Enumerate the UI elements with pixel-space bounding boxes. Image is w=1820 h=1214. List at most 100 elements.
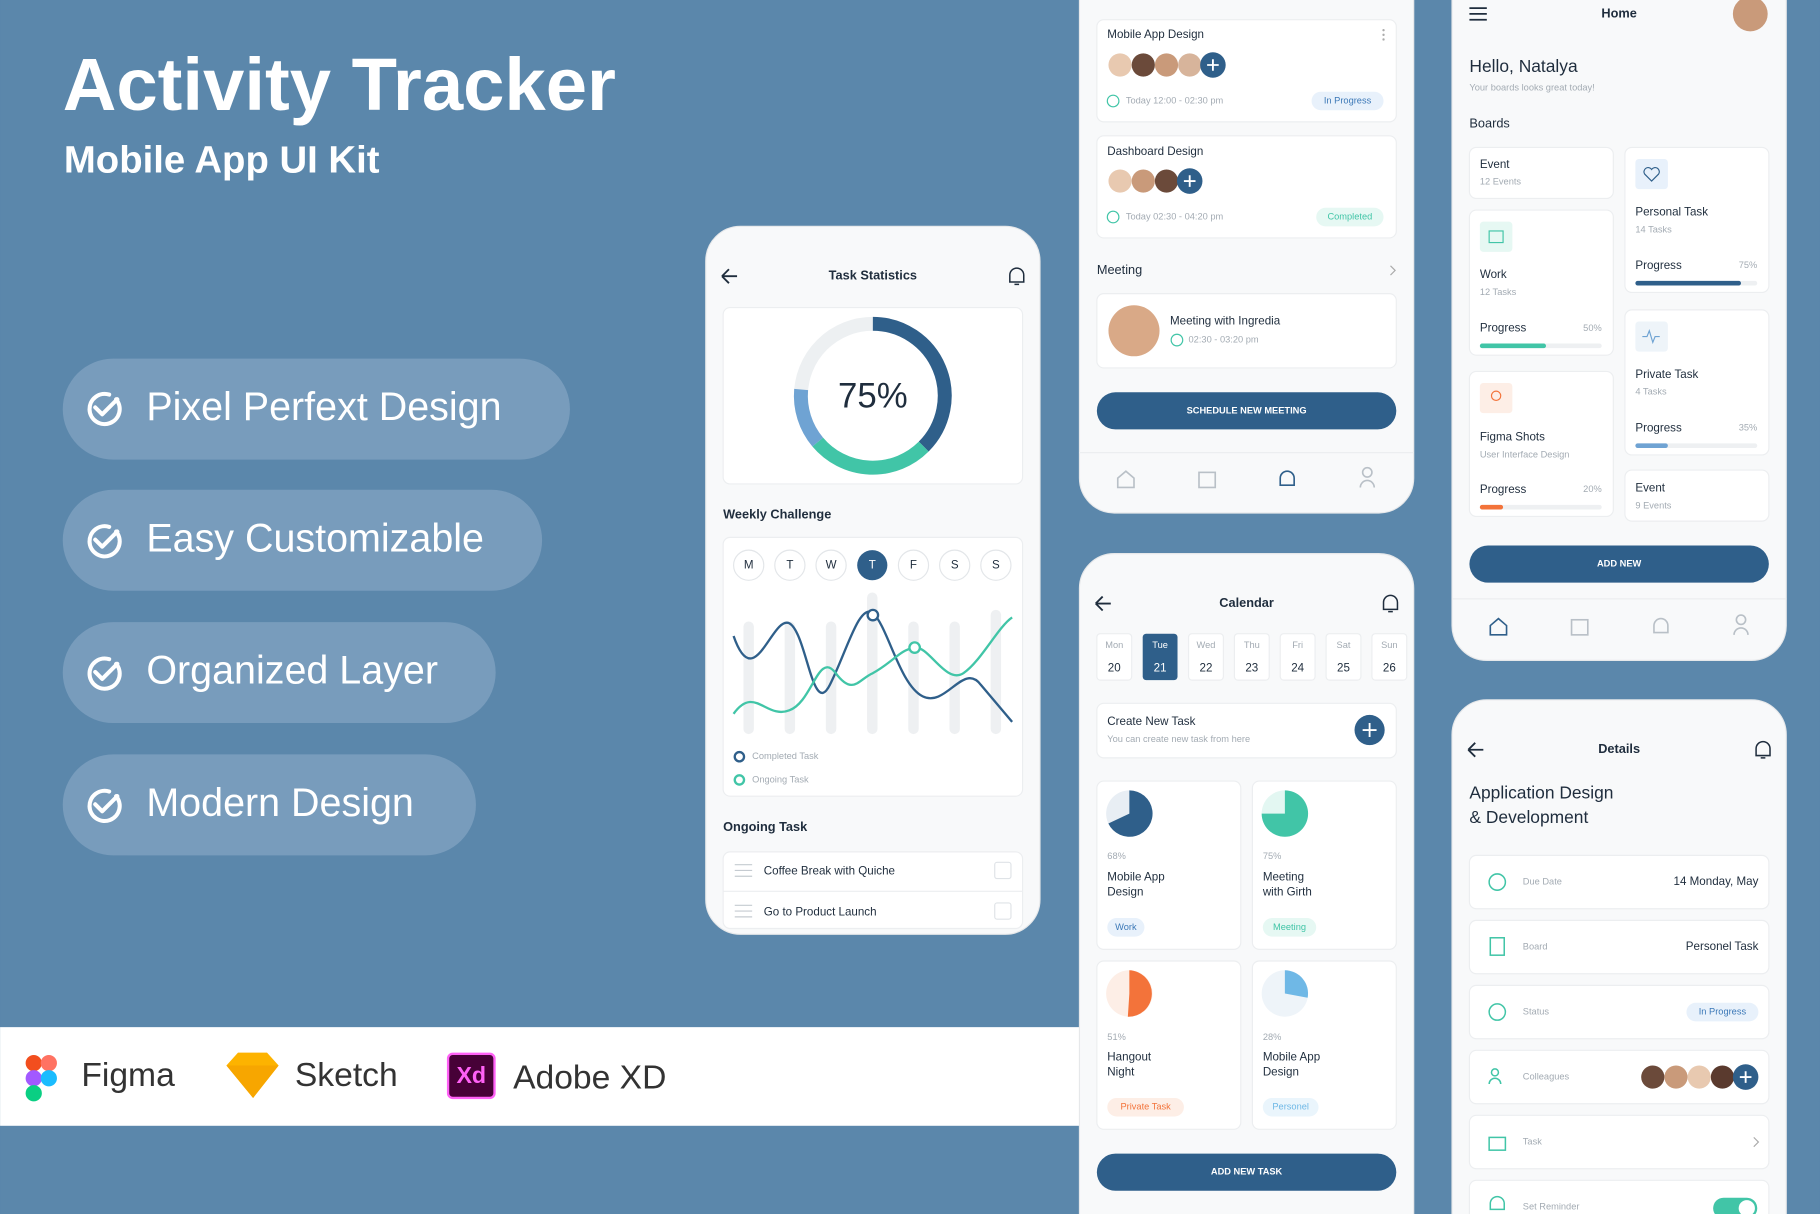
avatars	[1108, 52, 1226, 78]
cards-title: Mobile App Design	[1107, 28, 1204, 41]
date-strip-shape[interactable]	[1371, 633, 1408, 681]
right-progress: Progress	[1635, 421, 1682, 434]
left-title: Figma Shots	[1480, 431, 1545, 444]
home-screen-greeting: Hello, Natalya	[1469, 56, 1578, 76]
feature-pill	[62, 754, 476, 856]
left-progress: Progress	[1480, 483, 1527, 496]
tools-names: Sketch	[295, 1057, 398, 1094]
nav-bar-icon[interactable]	[1653, 617, 1669, 634]
add-task-button[interactable]	[1096, 1153, 1397, 1191]
rows-label: Task	[1523, 1136, 1542, 1146]
back-button[interactable]	[1095, 595, 1111, 612]
day-picker-dot	[733, 549, 765, 581]
board-icon	[1479, 221, 1513, 252]
back-button[interactable]	[721, 268, 738, 284]
checkbox[interactable]	[994, 902, 1012, 920]
nav-bar-shape[interactable]	[1570, 618, 1589, 636]
check-icon-icon	[87, 788, 122, 824]
tag	[1262, 1097, 1319, 1117]
more	[1382, 38, 1385, 41]
detail-rows-shape	[1468, 1179, 1770, 1214]
stats-screen-legend: Completed Task	[752, 751, 819, 761]
check-icon	[87, 391, 122, 824]
cards-tag: Personel	[1272, 1102, 1309, 1112]
tools-band: Figma Sketch Xd Adobe XD	[0, 1027, 1080, 1126]
day-picker-dot	[774, 549, 806, 581]
stats-screen-legend: Ongoing Task	[752, 774, 809, 784]
nav-bar-icon[interactable]	[1359, 466, 1376, 488]
create-subtitle: You can create new task from here	[1107, 734, 1250, 744]
right-sub: 9 Events	[1635, 500, 1671, 510]
stats-screen-title: Task Statistics	[829, 268, 917, 283]
date-strip-shape[interactable]	[1096, 633, 1133, 681]
phone	[1078, 0, 1415, 514]
nav-bar-icon[interactable]	[1279, 470, 1295, 486]
nav-bar-icon[interactable]	[1116, 470, 1135, 489]
board-card	[1468, 146, 1614, 200]
detail-rows-group-icon	[1489, 1195, 1505, 1211]
clock-icon	[1106, 94, 1120, 108]
features: Easy Customizable	[146, 516, 484, 560]
bell-button[interactable]	[1009, 267, 1025, 286]
avatars-icon	[1183, 175, 1196, 187]
right-percent: 75%	[1739, 260, 1758, 270]
left-sub: User Interface Design	[1480, 449, 1570, 459]
status-pill	[1316, 207, 1384, 227]
days-name: Mon	[1105, 640, 1123, 650]
cards-tag: Private Task	[1120, 1102, 1171, 1112]
details-screen: Details Application Design & Development…	[1451, 699, 1787, 1214]
avatars-dot	[1131, 53, 1155, 77]
clock-icon	[1170, 333, 1184, 347]
clock-icon	[1106, 210, 1120, 224]
date-strip-shape[interactable]	[1279, 633, 1316, 681]
day-picker-dot	[897, 549, 930, 581]
cards-time: Today 02:30 - 04:20 pm	[1126, 211, 1224, 221]
bell-button[interactable]	[1382, 594, 1399, 613]
pie-slice	[1284, 970, 1309, 998]
right-title: Event	[1635, 482, 1665, 495]
detail-rows-shape[interactable]	[1468, 1114, 1770, 1170]
progress-track	[1479, 504, 1602, 510]
meetings-screen-button: SCHEDULE NEW MEETING	[1187, 405, 1307, 415]
schedule-button[interactable]	[1096, 392, 1397, 430]
back-button[interactable]	[1467, 742, 1484, 758]
detail-rows-group	[1488, 873, 1507, 1211]
tools-names: Figma	[81, 1057, 175, 1094]
meeting-title: Meeting with Ingredia	[1170, 315, 1281, 328]
menu-button[interactable]	[1469, 7, 1487, 21]
bell-button[interactable]	[1755, 740, 1771, 759]
more	[1382, 33, 1385, 36]
donut-arc	[812, 437, 929, 475]
checkbox[interactable]	[994, 861, 1012, 880]
nav-bar-shape[interactable]	[1198, 471, 1217, 489]
date-strip-shape[interactable]	[1325, 633, 1362, 681]
cards-percent: 28%	[1263, 1032, 1282, 1042]
feature-list: Pixel Perfext Design Easy Customizable O…	[62, 358, 570, 856]
nav-bar-icon[interactable]	[1733, 614, 1749, 635]
check-icon-icon	[87, 524, 122, 559]
cards-status: In Progress	[1324, 95, 1372, 105]
features: Modern Design	[146, 781, 414, 825]
cards-title: Meeting	[1263, 870, 1304, 883]
stats-screen: Task Statistics 75% Weekly Challenge M T…	[705, 225, 1041, 935]
day-picker-dot	[815, 549, 847, 581]
date-strip-shape[interactable]	[1233, 633, 1270, 681]
date-strip-shape[interactable]	[1142, 633, 1178, 681]
add-new-button[interactable]	[1469, 545, 1769, 583]
days-name: Wed	[1197, 640, 1216, 650]
nav-bar-icon[interactable]	[1489, 617, 1508, 636]
avatar	[1108, 305, 1160, 357]
date-strip-shape[interactable]	[1187, 633, 1224, 681]
cards-title: with Girth	[1262, 886, 1312, 899]
chevron	[1753, 1136, 1760, 1148]
cards-title: Dashboard Design	[1107, 145, 1203, 158]
days-name: Sat	[1337, 640, 1351, 650]
days-date: 25	[1337, 662, 1350, 675]
avatars-dot	[1154, 53, 1179, 77]
avatars-dot	[1641, 1065, 1665, 1089]
board-icon	[1488, 230, 1504, 244]
date-strip: Mon 20 Tue 21 Wed 22 Thu 23 Fri 24 Sat 25 Sun 2…	[1096, 633, 1408, 681]
stats-screen-days: W	[826, 558, 837, 571]
legend-dot	[733, 774, 746, 786]
